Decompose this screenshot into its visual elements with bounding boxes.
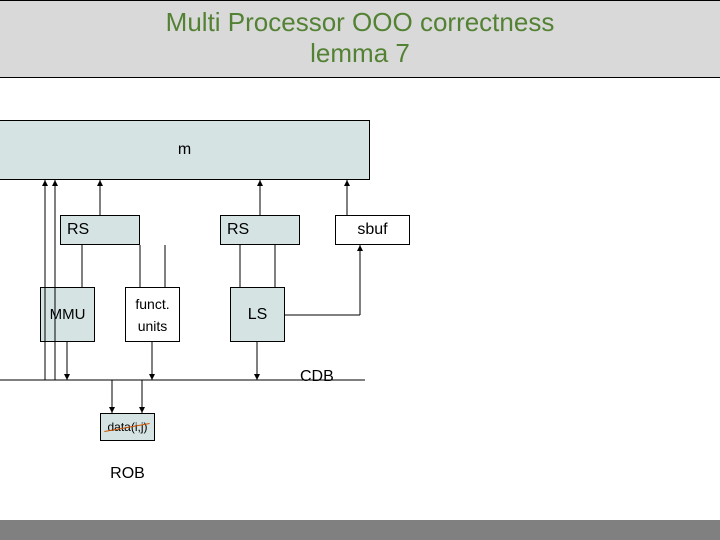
m-label: m xyxy=(178,141,191,159)
cdb-label-box: CDB xyxy=(300,368,334,386)
rs1-label: RS xyxy=(67,221,89,239)
rs-box-1: RS xyxy=(60,215,140,245)
cdb-label: CDB xyxy=(300,368,334,385)
m-box: m xyxy=(0,120,370,180)
title-bar: Multi Processor OOO correctness lemma 7 xyxy=(0,0,720,78)
rob-box: ROB xyxy=(100,465,155,493)
funct-label: funct. xyxy=(135,296,169,312)
rs2-label: RS xyxy=(227,221,249,239)
data-label: data(i,j) xyxy=(107,420,147,434)
mmu-box: MMU xyxy=(40,287,95,342)
title-line-2: lemma 7 xyxy=(0,38,720,69)
ls-box: LS xyxy=(230,287,285,342)
wires xyxy=(0,0,720,540)
funct-units-box: funct. units xyxy=(125,287,180,342)
sbuf-label: sbuf xyxy=(357,221,387,239)
mmu-label: MMU xyxy=(50,306,86,323)
rs-box-2: RS xyxy=(220,215,300,245)
title-line-1: Multi Processor OOO correctness xyxy=(0,7,720,38)
sbuf-box: sbuf xyxy=(335,215,410,245)
data-box: data(i,j) xyxy=(100,413,155,441)
ls-label: LS xyxy=(248,306,268,324)
rob-label: ROB xyxy=(110,465,145,482)
canvas: Multi Processor OOO correctness lemma 7 … xyxy=(0,0,720,540)
units-label: units xyxy=(138,318,168,334)
footer-bar xyxy=(0,520,720,540)
